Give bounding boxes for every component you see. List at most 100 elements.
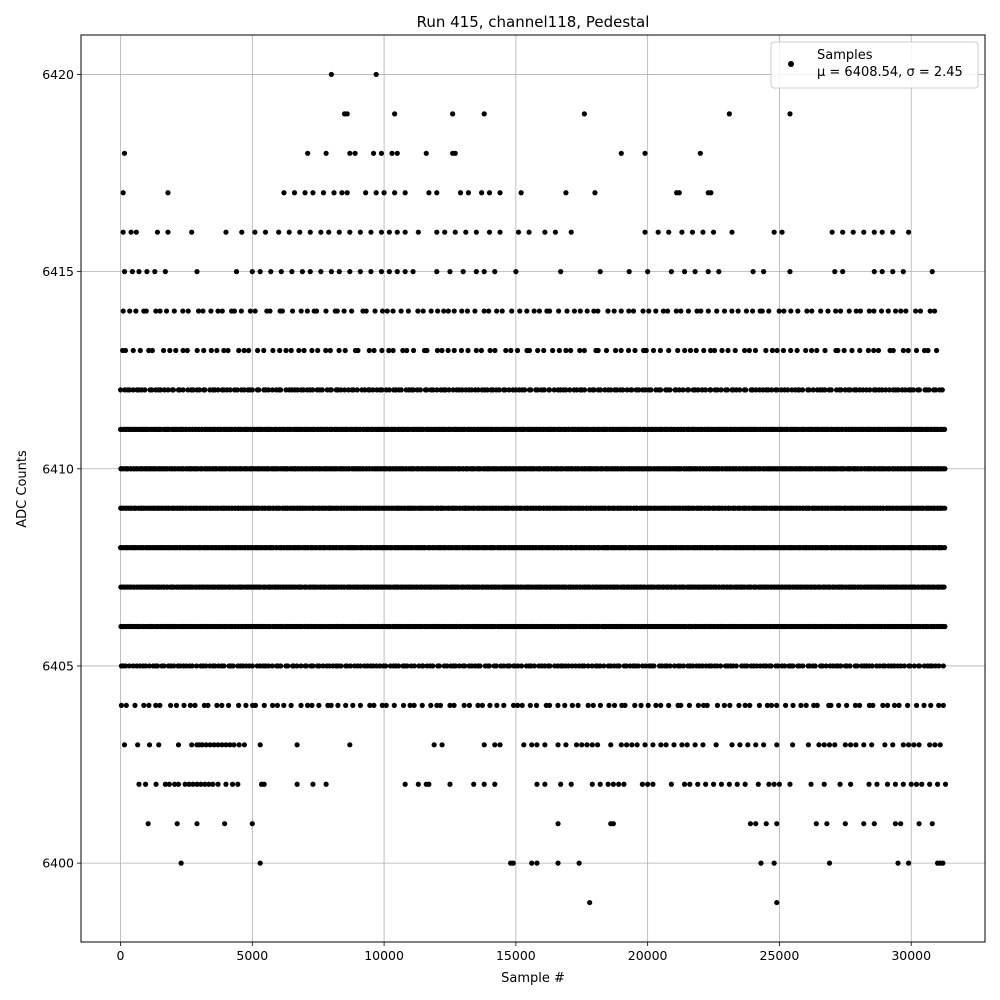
- data-point: [123, 663, 129, 669]
- data-point: [871, 821, 877, 827]
- data-point: [118, 702, 124, 708]
- data-point: [323, 347, 329, 354]
- data-point: [667, 663, 673, 669]
- data-point: [581, 111, 587, 117]
- data-point: [426, 781, 432, 787]
- data-point: [634, 742, 640, 748]
- data-point: [774, 821, 780, 827]
- data-point: [657, 387, 664, 393]
- data-point: [836, 702, 842, 708]
- data-point: [869, 742, 875, 748]
- data-point: [257, 860, 263, 866]
- data-point: [882, 663, 888, 669]
- data-point: [840, 229, 846, 235]
- data-point: [840, 269, 846, 275]
- data-point: [825, 308, 831, 314]
- data-point: [318, 229, 324, 235]
- data-point: [381, 190, 387, 196]
- data-point: [749, 308, 756, 314]
- data-point: [916, 387, 923, 393]
- data-point: [473, 269, 479, 275]
- data-point: [368, 229, 374, 235]
- data-point: [310, 663, 316, 669]
- data-point: [161, 663, 167, 669]
- data-point: [415, 308, 421, 314]
- data-point: [373, 190, 379, 196]
- data-point: [157, 702, 163, 708]
- data-point: [452, 150, 458, 156]
- data-point: [611, 308, 617, 314]
- data-point: [597, 269, 603, 275]
- data-point: [165, 190, 171, 196]
- data-point: [771, 229, 777, 235]
- data-point: [526, 229, 532, 235]
- data-point: [391, 702, 397, 708]
- y-tick-label: 6405: [42, 658, 74, 673]
- data-point: [682, 347, 688, 354]
- data-point: [402, 269, 408, 275]
- data-point: [742, 781, 748, 787]
- data-point: [536, 308, 543, 314]
- data-point: [127, 308, 133, 314]
- data-point: [386, 269, 392, 275]
- x-tick-label: 15000: [496, 948, 536, 963]
- data-point: [336, 347, 342, 354]
- data-point: [650, 742, 656, 748]
- data-point: [846, 308, 852, 314]
- data-point: [562, 702, 568, 708]
- data-point: [853, 742, 859, 748]
- data-point: [678, 308, 684, 314]
- data-point: [934, 781, 941, 787]
- data-point: [917, 308, 924, 314]
- data-point: [926, 387, 932, 393]
- data-point: [828, 702, 834, 708]
- data-point: [464, 308, 471, 314]
- data-point: [497, 229, 503, 235]
- data-point: [347, 150, 353, 156]
- data-point: [528, 387, 534, 393]
- data-point: [650, 781, 656, 787]
- data-point: [460, 269, 466, 275]
- data-point: [479, 702, 485, 708]
- data-point: [434, 269, 440, 275]
- data-point: [708, 190, 714, 196]
- data-point: [320, 190, 327, 196]
- data-point: [167, 347, 173, 354]
- data-point: [594, 742, 601, 748]
- x-tick-label: 10000: [364, 948, 404, 963]
- data-point: [742, 702, 748, 708]
- data-point: [128, 229, 134, 235]
- data-point: [347, 742, 353, 748]
- data-point: [892, 308, 899, 314]
- chart-title: Run 415, channel118, Pedestal: [417, 13, 650, 31]
- data-point: [257, 269, 263, 275]
- x-tick-label: 30000: [891, 948, 931, 963]
- data-point: [194, 347, 200, 354]
- data-point: [936, 702, 942, 708]
- data-point: [653, 702, 659, 708]
- data-point: [837, 781, 843, 787]
- data-point: [790, 663, 796, 669]
- data-point: [328, 387, 334, 393]
- data-point: [243, 702, 249, 708]
- data-point: [305, 150, 311, 156]
- data-point: [884, 702, 891, 708]
- data-point: [747, 821, 754, 827]
- data-point: [252, 229, 258, 235]
- data-point: [563, 190, 569, 196]
- data-point: [286, 229, 292, 235]
- data-point: [782, 663, 788, 669]
- data-point: [721, 702, 727, 708]
- data-point: [439, 347, 445, 354]
- data-point: [686, 702, 692, 708]
- data-point: [643, 347, 649, 354]
- data-point: [774, 899, 780, 906]
- data-point: [890, 229, 896, 235]
- data-point: [750, 269, 756, 275]
- data-point: [927, 781, 933, 787]
- data-point: [481, 269, 487, 275]
- data-point: [323, 150, 329, 156]
- data-point: [658, 742, 664, 748]
- data-point: [838, 308, 844, 314]
- data-point: [558, 269, 564, 275]
